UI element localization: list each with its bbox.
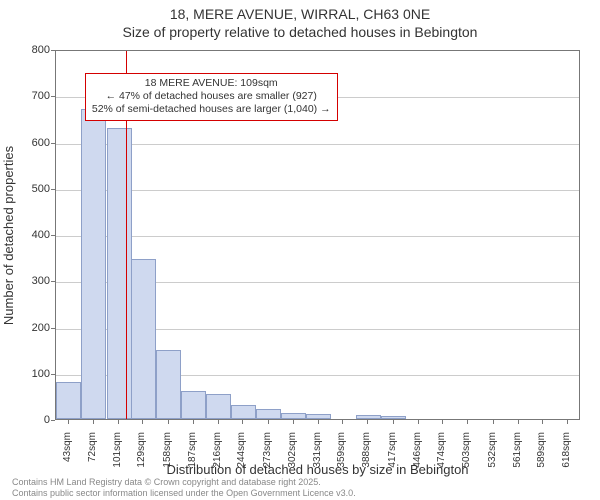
- footer: Contains HM Land Registry data © Crown c…: [12, 477, 356, 498]
- y-tick-label: 0: [5, 414, 50, 426]
- y-tick-label: 600: [5, 137, 50, 149]
- title-line-2: Size of property relative to detached ho…: [0, 24, 600, 40]
- annotation-box: 18 MERE AVENUE: 109sqm← 47% of detached …: [85, 73, 338, 120]
- x-tick-mark: [293, 420, 294, 424]
- gridline: [56, 144, 579, 145]
- x-tick-mark: [168, 420, 169, 424]
- plot-area: 18 MERE AVENUE: 109sqm← 47% of detached …: [55, 50, 580, 420]
- x-tick-mark: [318, 420, 319, 424]
- histogram-bar: [56, 382, 81, 419]
- y-tick-label: 400: [5, 229, 50, 241]
- x-tick-mark: [518, 420, 519, 424]
- x-axis-label: Distribution of detached houses by size …: [55, 462, 580, 477]
- histogram-bar: [306, 414, 331, 419]
- y-tick-label: 200: [5, 322, 50, 334]
- x-tick-mark: [367, 420, 368, 424]
- y-tick-label: 300: [5, 275, 50, 287]
- x-tick-mark: [442, 420, 443, 424]
- annotation-line-3: 52% of semi-detached houses are larger (…: [92, 103, 331, 116]
- x-tick-mark: [68, 420, 69, 424]
- footer-line-1: Contains HM Land Registry data © Crown c…: [12, 477, 356, 487]
- x-tick-mark: [342, 420, 343, 424]
- y-tick-mark: [51, 420, 55, 421]
- histogram-bar: [181, 391, 206, 419]
- x-tick-mark: [567, 420, 568, 424]
- x-tick-mark: [418, 420, 419, 424]
- y-tick-label: 100: [5, 368, 50, 380]
- x-tick-mark: [93, 420, 94, 424]
- plot-inner: 18 MERE AVENUE: 109sqm← 47% of detached …: [56, 51, 579, 419]
- x-tick-mark: [242, 420, 243, 424]
- y-tick-label: 800: [5, 44, 50, 56]
- x-tick-mark: [542, 420, 543, 424]
- x-tick-mark: [493, 420, 494, 424]
- chart-root: 18, MERE AVENUE, WIRRAL, CH63 0NE Size o…: [0, 0, 600, 500]
- histogram-bar: [131, 259, 156, 419]
- histogram-bar: [356, 415, 381, 419]
- annotation-line-2: ← 47% of detached houses are smaller (92…: [92, 90, 331, 103]
- histogram-bar: [281, 413, 306, 419]
- x-tick-mark: [393, 420, 394, 424]
- x-tick-mark: [467, 420, 468, 424]
- gridline: [56, 236, 579, 237]
- x-tick-mark: [268, 420, 269, 424]
- x-tick-mark: [218, 420, 219, 424]
- gridline: [56, 190, 579, 191]
- y-tick-label: 700: [5, 90, 50, 102]
- histogram-bar: [206, 394, 231, 419]
- histogram-bar: [107, 128, 132, 419]
- title-line-1: 18, MERE AVENUE, WIRRAL, CH63 0NE: [0, 6, 600, 22]
- annotation-line-1: 18 MERE AVENUE: 109sqm: [92, 77, 331, 90]
- histogram-bar: [381, 416, 406, 419]
- x-tick-mark: [118, 420, 119, 424]
- y-tick-label: 500: [5, 183, 50, 195]
- histogram-bar: [231, 405, 256, 419]
- histogram-bar: [256, 409, 281, 419]
- histogram-bar: [156, 350, 181, 419]
- x-tick-mark: [193, 420, 194, 424]
- footer-line-2: Contains public sector information licen…: [12, 488, 356, 498]
- x-tick-mark: [142, 420, 143, 424]
- histogram-bar: [81, 109, 106, 419]
